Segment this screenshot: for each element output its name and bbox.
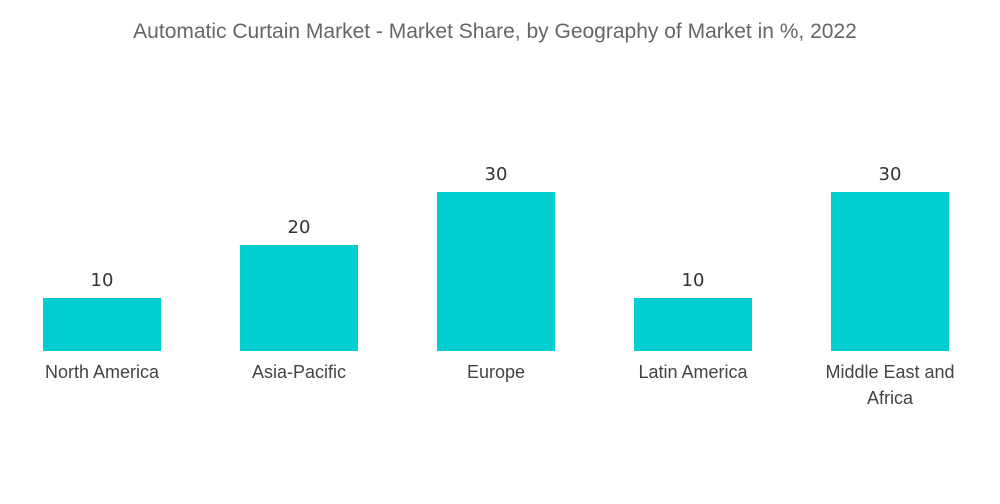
value-label-2: 30 <box>485 164 508 185</box>
category-label-2: Europe <box>467 362 525 382</box>
value-label-1: 20 <box>288 217 311 238</box>
chart-title: Automatic Curtain Market - Market Share,… <box>133 20 857 43</box>
category-label-1: Asia-Pacific <box>252 362 346 382</box>
bars-layer <box>43 192 949 351</box>
category-label-0: North America <box>45 362 160 382</box>
category-labels-layer: North America Asia-Pacific Europe Latin Ame… <box>45 362 955 408</box>
value-label-0: 10 <box>91 270 114 291</box>
category-label-4-line-0: Middle East and <box>825 362 954 382</box>
category-label-4-line-1: Africa <box>867 388 914 408</box>
value-label-4: 30 <box>879 164 902 185</box>
category-label-3: Latin America <box>638 362 748 382</box>
bar-4 <box>831 192 949 351</box>
bar-3 <box>634 298 752 351</box>
value-label-3: 10 <box>682 270 705 291</box>
bar-1 <box>240 245 358 351</box>
bar-0 <box>43 298 161 351</box>
value-labels-layer: 10 20 30 10 30 <box>91 164 902 291</box>
bar-2 <box>437 192 555 351</box>
